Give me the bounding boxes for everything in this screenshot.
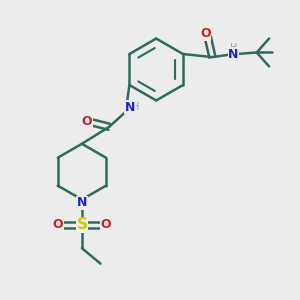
Text: N: N bbox=[77, 196, 87, 209]
Text: N: N bbox=[125, 101, 135, 114]
Text: H: H bbox=[230, 43, 237, 53]
Text: S: S bbox=[76, 218, 87, 232]
Text: O: O bbox=[82, 115, 92, 128]
Text: O: O bbox=[101, 218, 111, 231]
Text: H: H bbox=[132, 102, 139, 112]
Text: O: O bbox=[200, 27, 211, 40]
Text: N: N bbox=[228, 47, 239, 61]
Text: O: O bbox=[52, 218, 63, 231]
